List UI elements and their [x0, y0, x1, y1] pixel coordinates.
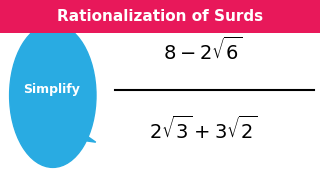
FancyBboxPatch shape: [0, 0, 320, 33]
Text: $2\sqrt{3} + 3\sqrt{2}$: $2\sqrt{3} + 3\sqrt{2}$: [149, 116, 257, 143]
Text: Rationalization of Surds: Rationalization of Surds: [57, 9, 263, 24]
Polygon shape: [70, 124, 96, 142]
Text: $8 - 2\sqrt{6}$: $8 - 2\sqrt{6}$: [164, 37, 243, 64]
Text: Simplify: Simplify: [23, 84, 80, 96]
Ellipse shape: [10, 23, 96, 167]
